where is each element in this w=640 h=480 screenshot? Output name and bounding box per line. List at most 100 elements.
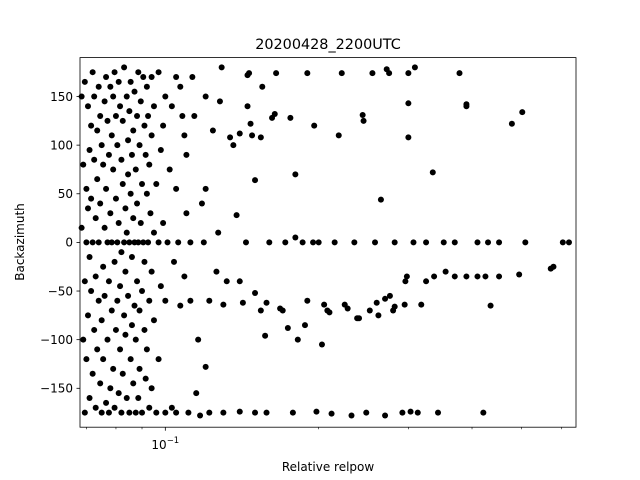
data-point — [146, 297, 153, 304]
data-point — [84, 103, 91, 110]
data-point — [236, 278, 243, 285]
data-point — [134, 112, 141, 119]
data-point — [100, 356, 107, 363]
y-tick-label: 150 — [50, 90, 73, 104]
data-point — [209, 127, 216, 134]
data-point — [382, 412, 389, 419]
data-point — [131, 88, 138, 95]
y-tick-label: 0 — [65, 236, 73, 250]
data-point — [141, 122, 148, 129]
data-point — [519, 109, 526, 116]
data-point — [382, 295, 389, 302]
data-point — [110, 166, 117, 173]
data-point — [164, 239, 171, 246]
data-point — [496, 273, 503, 280]
data-point — [181, 273, 188, 280]
data-point — [277, 305, 284, 312]
data-point — [97, 380, 104, 387]
data-point — [162, 93, 169, 100]
data-point — [173, 185, 180, 192]
data-point — [105, 409, 112, 416]
data-point — [252, 409, 259, 416]
data-point — [166, 166, 173, 173]
data-point — [377, 196, 384, 203]
data-point — [148, 385, 155, 392]
data-point — [132, 336, 139, 343]
plot-frame — [79, 57, 577, 428]
data-point — [252, 289, 259, 296]
data-point — [168, 103, 175, 110]
data-point — [284, 324, 291, 331]
data-point — [136, 307, 143, 314]
data-point — [89, 69, 96, 76]
data-point — [496, 239, 503, 246]
data-point — [118, 409, 125, 416]
data-point — [292, 234, 299, 241]
data-point — [83, 239, 90, 246]
data-point — [123, 229, 130, 236]
data-points — [78, 64, 572, 419]
data-point — [132, 166, 139, 173]
data-point — [80, 161, 87, 168]
data-point — [128, 322, 135, 329]
data-point — [403, 273, 410, 280]
data-point — [137, 219, 144, 226]
data-point — [78, 224, 85, 231]
data-point — [130, 215, 137, 222]
data-point — [220, 301, 227, 308]
data-point — [101, 224, 108, 231]
data-point — [451, 273, 458, 280]
data-point — [269, 114, 276, 121]
data-point — [153, 409, 160, 416]
data-point — [372, 239, 379, 246]
data-point — [239, 299, 246, 306]
data-point — [140, 239, 147, 246]
data-point — [233, 212, 240, 219]
data-point — [91, 93, 98, 100]
data-point — [257, 134, 264, 141]
data-point — [105, 151, 112, 158]
data-point — [88, 288, 95, 295]
data-point — [105, 278, 112, 285]
data-point — [321, 301, 328, 308]
data-point — [383, 66, 390, 73]
data-point — [369, 70, 376, 77]
data-point — [98, 317, 105, 324]
data-point — [522, 239, 529, 246]
data-point — [135, 395, 142, 402]
data-point — [348, 412, 355, 419]
data-point — [386, 292, 393, 299]
data-point — [150, 317, 157, 324]
data-point — [121, 312, 128, 319]
data-point — [244, 72, 251, 79]
data-point — [153, 181, 160, 188]
y-tick-label: −150 — [40, 382, 73, 396]
data-point — [141, 326, 148, 333]
data-point — [126, 409, 133, 416]
data-point — [249, 132, 256, 139]
data-point — [118, 249, 125, 256]
y-axis-label: Backazimuth — [13, 203, 27, 281]
data-point — [126, 239, 133, 246]
data-point — [315, 239, 322, 246]
data-point — [143, 83, 150, 90]
data-point — [117, 283, 124, 290]
data-point — [146, 404, 153, 411]
data-point — [423, 239, 430, 246]
data-point — [485, 239, 492, 246]
data-point — [86, 253, 93, 260]
data-point — [390, 307, 397, 314]
data-point — [335, 132, 342, 139]
data-point — [351, 239, 358, 246]
data-point — [86, 395, 93, 402]
data-point — [187, 297, 194, 304]
data-point — [134, 200, 141, 207]
data-point — [242, 239, 249, 246]
data-point — [547, 265, 554, 272]
data-point — [104, 336, 111, 343]
data-point — [299, 239, 306, 246]
data-point — [115, 219, 122, 226]
data-point — [173, 409, 180, 416]
data-point — [104, 117, 111, 124]
data-point — [107, 210, 114, 217]
